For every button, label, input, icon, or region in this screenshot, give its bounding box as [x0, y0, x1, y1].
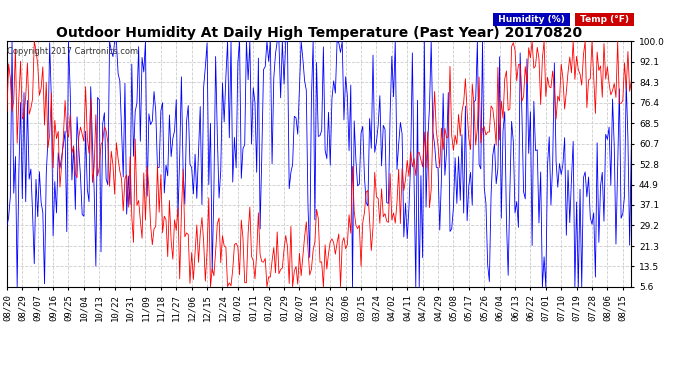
Text: Temp (°F): Temp (°F)	[577, 15, 632, 24]
Text: Humidity (%): Humidity (%)	[495, 15, 568, 24]
Text: Copyright 2017 Cartronics.com: Copyright 2017 Cartronics.com	[7, 47, 138, 56]
Title: Outdoor Humidity At Daily High Temperature (Past Year) 20170820: Outdoor Humidity At Daily High Temperatu…	[56, 26, 582, 40]
